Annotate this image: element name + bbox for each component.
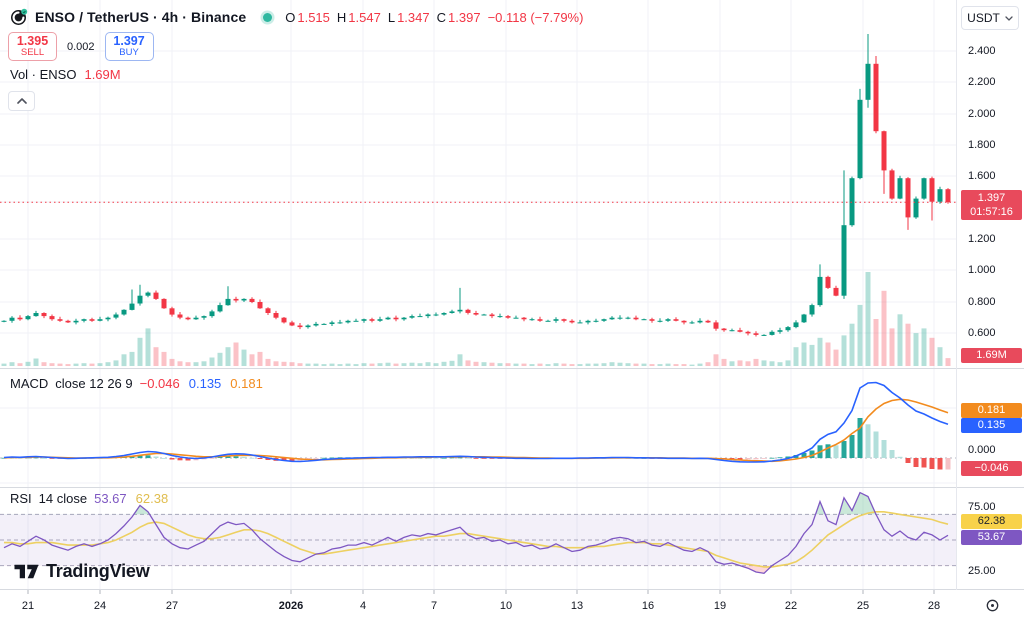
buy-button[interactable]: 1.397 BUY xyxy=(104,32,154,61)
gear-icon xyxy=(986,599,998,611)
price-tick-label: 1.800 xyxy=(968,139,996,151)
time-tick-label: 19 xyxy=(713,600,727,612)
rsi-title: RSI xyxy=(10,491,32,506)
ohlc-values: O 1.515 H 1.547 L 1.347 C 1.397 −0.118 (−7.7… xyxy=(285,9,584,25)
price-tick-label: 1.200 xyxy=(968,233,996,245)
time-tick-label: 13 xyxy=(570,600,584,612)
time-tick-label: 4 xyxy=(359,600,367,612)
time-tick-label: 16 xyxy=(641,600,655,612)
price-tick-label: 0.600 xyxy=(968,327,996,339)
sell-button[interactable]: 1.395 SELL xyxy=(8,32,57,61)
spread-value: 0.002 xyxy=(67,40,95,53)
macd-hist-value: −0.046 xyxy=(139,376,180,391)
rsi-legend[interactable]: RSI 14 close 53.67 62.38 xyxy=(10,491,168,506)
macd-title: MACD xyxy=(10,376,49,391)
rsi-ma-value: 62.38 xyxy=(135,491,169,506)
macd-params: close 12 26 9 xyxy=(55,376,133,391)
rsi-params: 14 close xyxy=(38,491,88,506)
time-tick-label: 21 xyxy=(21,600,35,612)
low-value: 1.347 xyxy=(397,9,430,25)
currency-unit-selector[interactable]: USDT xyxy=(961,6,1019,30)
rsi-tick-label: 75.00 xyxy=(968,501,996,513)
price-tick-label: 2.000 xyxy=(968,108,996,120)
volume-badge: 1.69M xyxy=(961,348,1022,363)
price-tick-label: 1.600 xyxy=(968,170,996,182)
volume-label: Vol · ENSO xyxy=(10,67,77,82)
high-value: 1.547 xyxy=(348,9,381,25)
time-tick-label: 25 xyxy=(856,600,870,612)
symbol-title[interactable]: ENSO / TetherUS · 4h · Binance xyxy=(35,9,247,25)
price-tick-label: 2.200 xyxy=(968,76,996,88)
rsi-value: 53.67 xyxy=(94,491,127,506)
tradingview-brand-text: TradingView xyxy=(46,561,150,581)
time-tick-label: 24 xyxy=(93,600,107,612)
tradingview-logo-icon xyxy=(14,564,39,579)
last-price-badge: 1.397 01:57:16 xyxy=(961,190,1022,220)
volume-legend[interactable]: Vol · ENSO 1.69M xyxy=(10,67,121,82)
macd-line-value: 0.135 xyxy=(188,376,222,391)
market-status-icon xyxy=(263,12,273,22)
symbol-logo-icon xyxy=(10,8,28,26)
time-tick-label: 7 xyxy=(430,600,438,612)
time-tick-label: 27 xyxy=(165,600,179,612)
macd-signal-value: 0.181 xyxy=(230,376,263,391)
rsi-ma-badge: 62.38 xyxy=(961,514,1022,529)
macd-legend[interactable]: MACD close 12 26 9 −0.046 0.135 0.181 xyxy=(10,376,263,391)
time-tick-label: 10 xyxy=(499,600,513,612)
rsi-tick-label: 25.00 xyxy=(968,565,996,577)
time-tick-label: 28 xyxy=(927,600,941,612)
macd-line-badge: 0.135 xyxy=(961,418,1022,433)
time-tick-label: 2026 xyxy=(278,600,304,612)
macd-hist-badge: −0.046 xyxy=(961,461,1022,476)
macd-zero-label: 0.000 xyxy=(968,444,996,456)
price-tick-label: 2.400 xyxy=(968,45,996,57)
macd-signal-badge: 0.181 xyxy=(961,403,1022,418)
volume-value: 1.69M xyxy=(84,67,121,82)
chevron-up-icon xyxy=(16,98,27,104)
tradingview-watermark[interactable]: TradingView xyxy=(13,561,150,582)
chevron-down-icon xyxy=(1005,15,1013,21)
change-value: −0.118 (−7.79%) xyxy=(487,9,584,25)
close-value: 1.397 xyxy=(448,9,481,25)
price-tick-label: 0.800 xyxy=(968,296,996,308)
time-tick-label: 22 xyxy=(784,600,798,612)
collapse-pane-button[interactable] xyxy=(8,91,35,111)
bar-countdown: 01:57:16 xyxy=(970,206,1013,218)
price-tick-label: 1.000 xyxy=(968,264,996,276)
open-value: 1.515 xyxy=(297,9,330,25)
rsi-badge: 53.67 xyxy=(961,530,1022,545)
order-panel: 1.395 SELL 0.002 1.397 BUY xyxy=(8,32,154,61)
timescale-settings-button[interactable] xyxy=(983,596,1001,614)
